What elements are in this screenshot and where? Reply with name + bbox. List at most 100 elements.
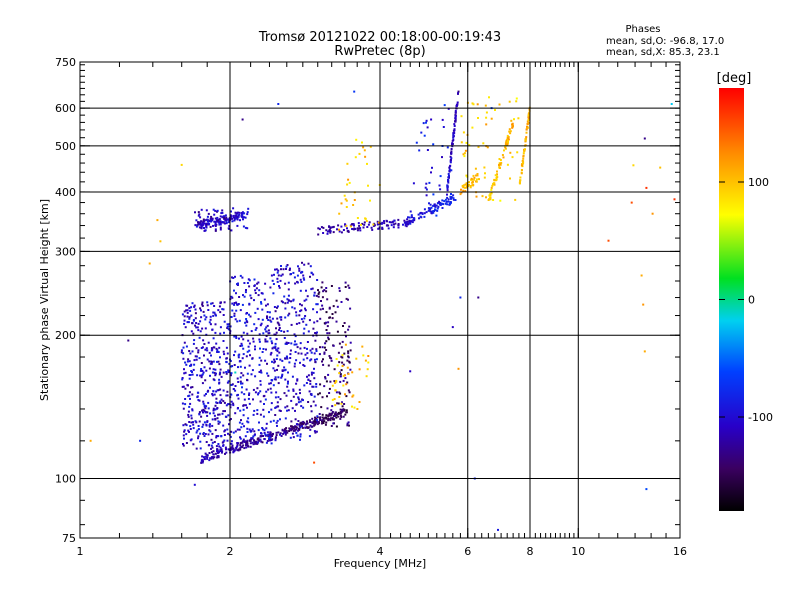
data-point xyxy=(275,431,278,434)
data-point xyxy=(207,220,210,223)
data-point xyxy=(192,368,195,371)
data-point xyxy=(296,378,299,381)
data-point xyxy=(316,303,319,306)
data-point xyxy=(310,373,313,376)
data-point xyxy=(391,221,394,224)
data-point xyxy=(261,308,264,311)
data-point xyxy=(499,199,502,202)
data-point xyxy=(313,321,316,324)
data-point xyxy=(320,226,323,229)
data-point xyxy=(270,433,273,436)
data-point xyxy=(365,220,368,222)
data-point xyxy=(464,149,467,152)
data-point xyxy=(197,428,200,431)
data-point xyxy=(344,343,347,346)
data-point xyxy=(201,327,204,330)
data-point xyxy=(307,330,310,333)
data-point xyxy=(409,370,412,373)
data-point xyxy=(247,445,249,448)
data-point xyxy=(191,393,194,396)
data-point xyxy=(233,303,236,306)
data-point xyxy=(485,196,487,199)
data-point xyxy=(307,401,310,403)
data-point xyxy=(185,345,188,348)
data-point xyxy=(148,262,151,265)
data-point xyxy=(286,409,288,412)
data-point xyxy=(284,433,287,436)
data-point xyxy=(462,153,465,156)
data-point xyxy=(226,381,229,384)
data-point xyxy=(632,164,635,167)
data-point xyxy=(210,302,213,305)
data-point xyxy=(254,442,257,445)
data-point xyxy=(332,422,335,425)
data-point xyxy=(195,358,198,361)
data-point xyxy=(286,385,289,388)
data-point xyxy=(325,229,328,232)
data-point xyxy=(291,428,294,431)
data-point xyxy=(359,227,362,230)
data-point xyxy=(238,213,241,216)
data-point xyxy=(195,421,198,424)
data-point xyxy=(181,385,184,388)
data-point xyxy=(218,413,221,416)
data-point xyxy=(397,218,400,221)
data-point xyxy=(270,274,273,277)
data-point xyxy=(276,354,279,357)
data-point xyxy=(353,224,355,227)
data-point xyxy=(270,442,273,445)
data-point xyxy=(270,402,273,405)
data-point xyxy=(276,280,279,283)
data-point xyxy=(281,429,284,432)
data-point xyxy=(269,420,272,423)
data-point xyxy=(249,315,252,318)
data-point xyxy=(306,420,308,423)
data-point xyxy=(230,430,233,433)
data-point xyxy=(210,456,213,459)
data-point xyxy=(290,273,292,275)
data-point xyxy=(424,186,427,189)
data-point xyxy=(222,410,225,413)
data-point xyxy=(294,418,297,421)
data-point xyxy=(268,316,271,319)
data-point xyxy=(229,435,232,438)
data-point xyxy=(235,335,238,338)
data-point xyxy=(238,428,241,431)
data-point xyxy=(209,430,212,433)
data-point xyxy=(249,445,252,448)
data-point xyxy=(526,125,528,128)
data-point xyxy=(245,442,248,445)
data-point xyxy=(209,315,212,318)
data-point xyxy=(227,414,230,417)
data-point xyxy=(347,352,350,355)
data-point xyxy=(352,223,355,226)
data-point xyxy=(293,343,296,346)
data-point xyxy=(266,362,268,365)
data-point xyxy=(215,314,217,317)
data-point xyxy=(464,190,467,193)
data-point xyxy=(270,320,273,323)
data-point xyxy=(449,203,451,205)
data-point xyxy=(209,412,211,415)
data-point xyxy=(188,350,191,352)
data-point xyxy=(236,444,239,446)
data-point xyxy=(213,305,216,307)
data-point xyxy=(504,147,507,150)
data-point xyxy=(202,423,205,426)
data-point xyxy=(353,227,356,230)
data-point xyxy=(328,332,331,335)
data-point xyxy=(206,414,209,417)
data-point xyxy=(268,311,271,314)
data-point xyxy=(351,228,354,230)
data-point xyxy=(244,404,247,407)
data-point xyxy=(334,411,337,414)
data-point xyxy=(435,214,438,217)
data-point xyxy=(484,172,486,175)
data-point xyxy=(203,314,206,317)
data-point xyxy=(281,373,284,376)
data-point xyxy=(192,332,195,335)
data-point xyxy=(253,409,256,412)
data-point xyxy=(397,223,400,225)
data-point xyxy=(260,301,262,304)
